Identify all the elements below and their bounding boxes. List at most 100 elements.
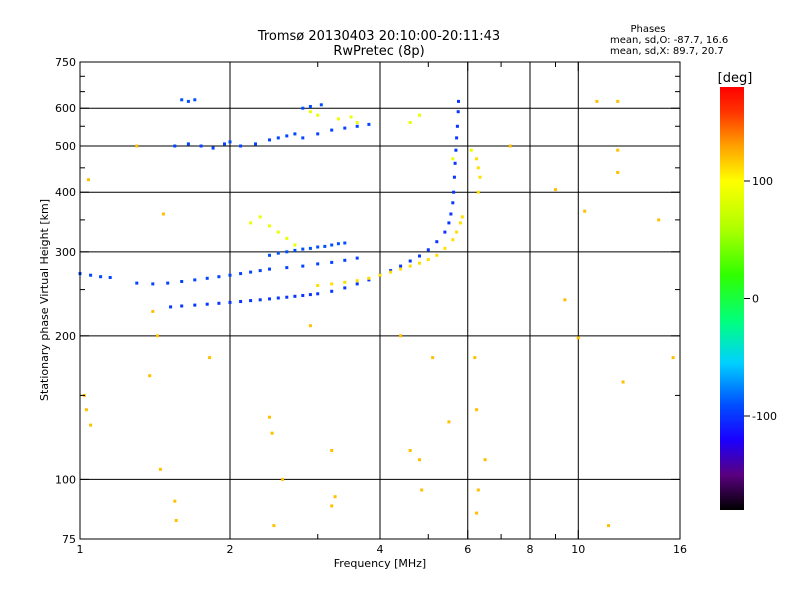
echo-point [268,138,271,142]
echo-point [249,270,253,274]
colorbar-tick-label: 0 [752,293,759,306]
echo-point [293,248,297,252]
echo-point [249,299,253,303]
echo-point [89,423,93,427]
y-tick-labels: 75 100 200 300 400 500 600 750 [55,56,76,546]
echo-point [316,245,320,249]
echo-point [408,264,412,268]
echo-point [135,281,139,285]
echo-point [563,298,567,302]
echo-point [460,215,464,219]
y-tick-label: 600 [55,102,76,115]
echo-point [281,477,285,481]
echo-point [443,246,447,250]
echo-point [272,524,276,528]
echo-point [180,98,184,102]
echo-point [316,132,320,136]
echo-point [208,356,212,360]
y-tick-label: 100 [55,473,76,486]
echo-point [418,261,421,265]
echo-point [217,275,221,279]
colorbar-ticks: 100 0 -100 [744,175,777,423]
echo-point [173,499,177,503]
echo-point [475,157,479,161]
echo-point [330,282,334,286]
echo-point [268,267,271,271]
axis-ticks [79,61,681,540]
echo-point [451,201,455,205]
echo-point [476,488,480,492]
y-tick-label: 500 [55,140,76,153]
echo-point [408,259,412,263]
echo-point [268,224,271,228]
echo-point [173,144,177,148]
echo-points [78,98,675,528]
colorbar [720,87,744,510]
echo-point [469,148,473,152]
echo-point [135,144,139,148]
echo-point [451,238,455,242]
echo-point [316,262,320,266]
echo-point [285,295,289,299]
echo-point [254,142,257,146]
echo-point [151,282,155,286]
echo-point [330,504,334,508]
echo-point [456,110,460,114]
echo-point [453,161,457,165]
echo-point [333,495,337,499]
echo-point [367,122,371,126]
x-tick-labels: 1 2 4 6 8 10 16 [77,543,688,556]
echo-point [155,334,159,338]
echo-point [595,99,599,103]
echo-point [478,175,482,179]
colorbar-tick-label: 100 [752,175,773,188]
echo-point [228,300,232,304]
y-tick-label: 200 [55,330,76,343]
echo-point [399,267,403,271]
echo-point [451,157,455,161]
echo-point [455,124,459,128]
echo-point [576,336,580,340]
echo-point [476,166,480,170]
echo-point [199,144,203,148]
echo-point [355,279,359,283]
echo-point [367,276,371,280]
echo-point [408,121,412,124]
echo-point [308,293,312,297]
echo-point [483,458,487,462]
echo-point [301,136,305,140]
echo-point [285,250,289,254]
echo-point [378,273,382,277]
echo-point [186,99,190,103]
echo-point [301,294,305,297]
echo-point [426,248,430,252]
echo-point [217,301,221,305]
echo-point [616,148,620,152]
echo-point [447,420,451,424]
echo-point [239,144,243,148]
echo-point [554,188,557,192]
echo-point [336,242,340,246]
echo-point [166,281,170,285]
echo-point [174,519,178,522]
x-tick-label: 4 [377,543,384,556]
echo-point [151,309,155,313]
echo-point [458,221,462,225]
grid-lines [80,62,680,539]
echo-point [476,190,480,194]
echo-point [316,284,320,287]
echo-point [355,256,359,260]
echo-point [193,303,197,307]
echo-point [276,296,280,300]
echo-point [180,280,184,283]
echo-point [293,243,297,247]
echo-point [355,121,359,124]
echo-point [367,278,371,282]
echo-point [355,282,359,286]
echo-point [475,511,479,515]
y-tick-label: 75 [62,533,76,546]
echo-point [205,276,209,280]
echo-point [452,190,456,194]
echo-point [186,142,190,146]
